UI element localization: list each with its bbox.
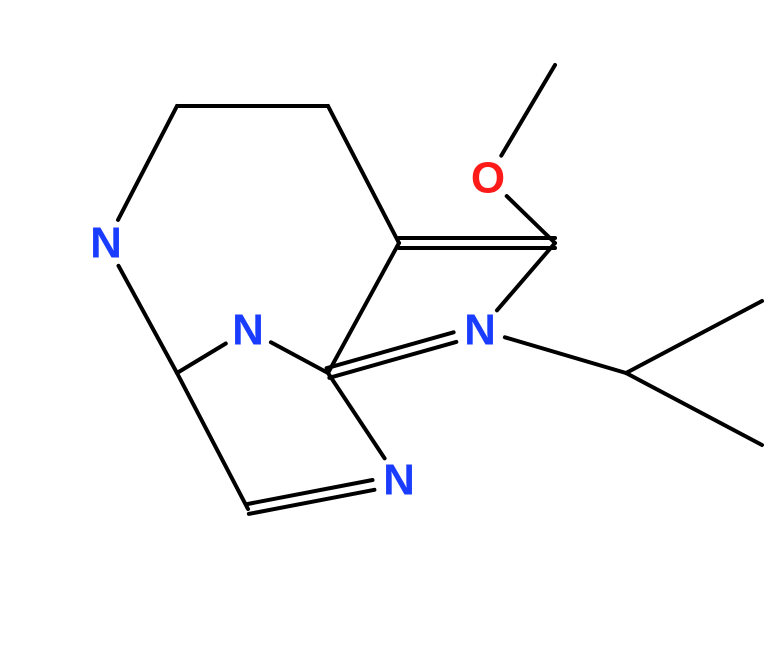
bond-line xyxy=(271,342,328,373)
bond-line xyxy=(177,373,248,509)
bond-line xyxy=(177,344,226,374)
bond-line xyxy=(497,243,555,310)
atom-label-O: O xyxy=(471,154,505,203)
bond-line xyxy=(119,266,178,373)
atom-label-N: N xyxy=(232,306,264,355)
bond-line xyxy=(505,337,626,373)
bond-line xyxy=(329,342,456,378)
bond-layer xyxy=(118,65,762,514)
bond-line xyxy=(626,301,762,373)
atom-label-N: N xyxy=(464,306,496,355)
bond-line xyxy=(501,65,555,156)
atom-label-N: N xyxy=(90,219,122,268)
bond-line xyxy=(328,373,385,458)
atom-label-N: N xyxy=(383,456,415,505)
bond-line xyxy=(507,196,555,243)
molecule-diagram: N N N N O xyxy=(0,0,770,663)
bond-line xyxy=(328,106,399,243)
bond-line xyxy=(328,243,399,373)
bond-line xyxy=(626,373,762,445)
bond-line xyxy=(118,106,177,220)
